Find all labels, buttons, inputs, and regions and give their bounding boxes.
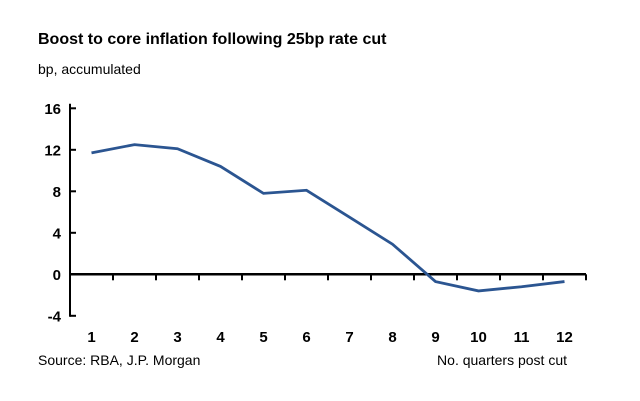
- x-tick-label: 12: [556, 329, 573, 346]
- x-tick-label: 4: [216, 329, 225, 346]
- y-tick-label: -4: [48, 308, 62, 325]
- y-tick-label: 8: [53, 184, 61, 201]
- x-tick-label: 11: [514, 329, 530, 346]
- x-tick-label: 8: [388, 329, 396, 346]
- x-tick-label: 2: [130, 329, 138, 346]
- y-axis-units-label: bp, accumulated: [38, 61, 141, 77]
- x-tick-label: 3: [173, 329, 181, 346]
- x-tick-label: 7: [345, 329, 353, 346]
- x-tick-label: 1: [87, 329, 95, 346]
- y-tick-label: 0: [53, 267, 61, 284]
- y-tick-label: 16: [44, 101, 61, 118]
- x-tick-label: 9: [431, 329, 439, 346]
- y-tick-label: 12: [44, 142, 61, 159]
- x-tick-label: 10: [470, 329, 487, 346]
- x-tick-label: 5: [259, 329, 267, 346]
- x-axis-title: No. quarters post cut: [437, 352, 567, 368]
- y-tick-label: 4: [53, 225, 62, 242]
- chart-title: Boost to core inflation following 25bp r…: [38, 31, 387, 48]
- x-tick-label: 6: [302, 329, 310, 346]
- source-note: Source: RBA, J.P. Morgan: [38, 352, 201, 368]
- data-series-line: [91, 143, 565, 293]
